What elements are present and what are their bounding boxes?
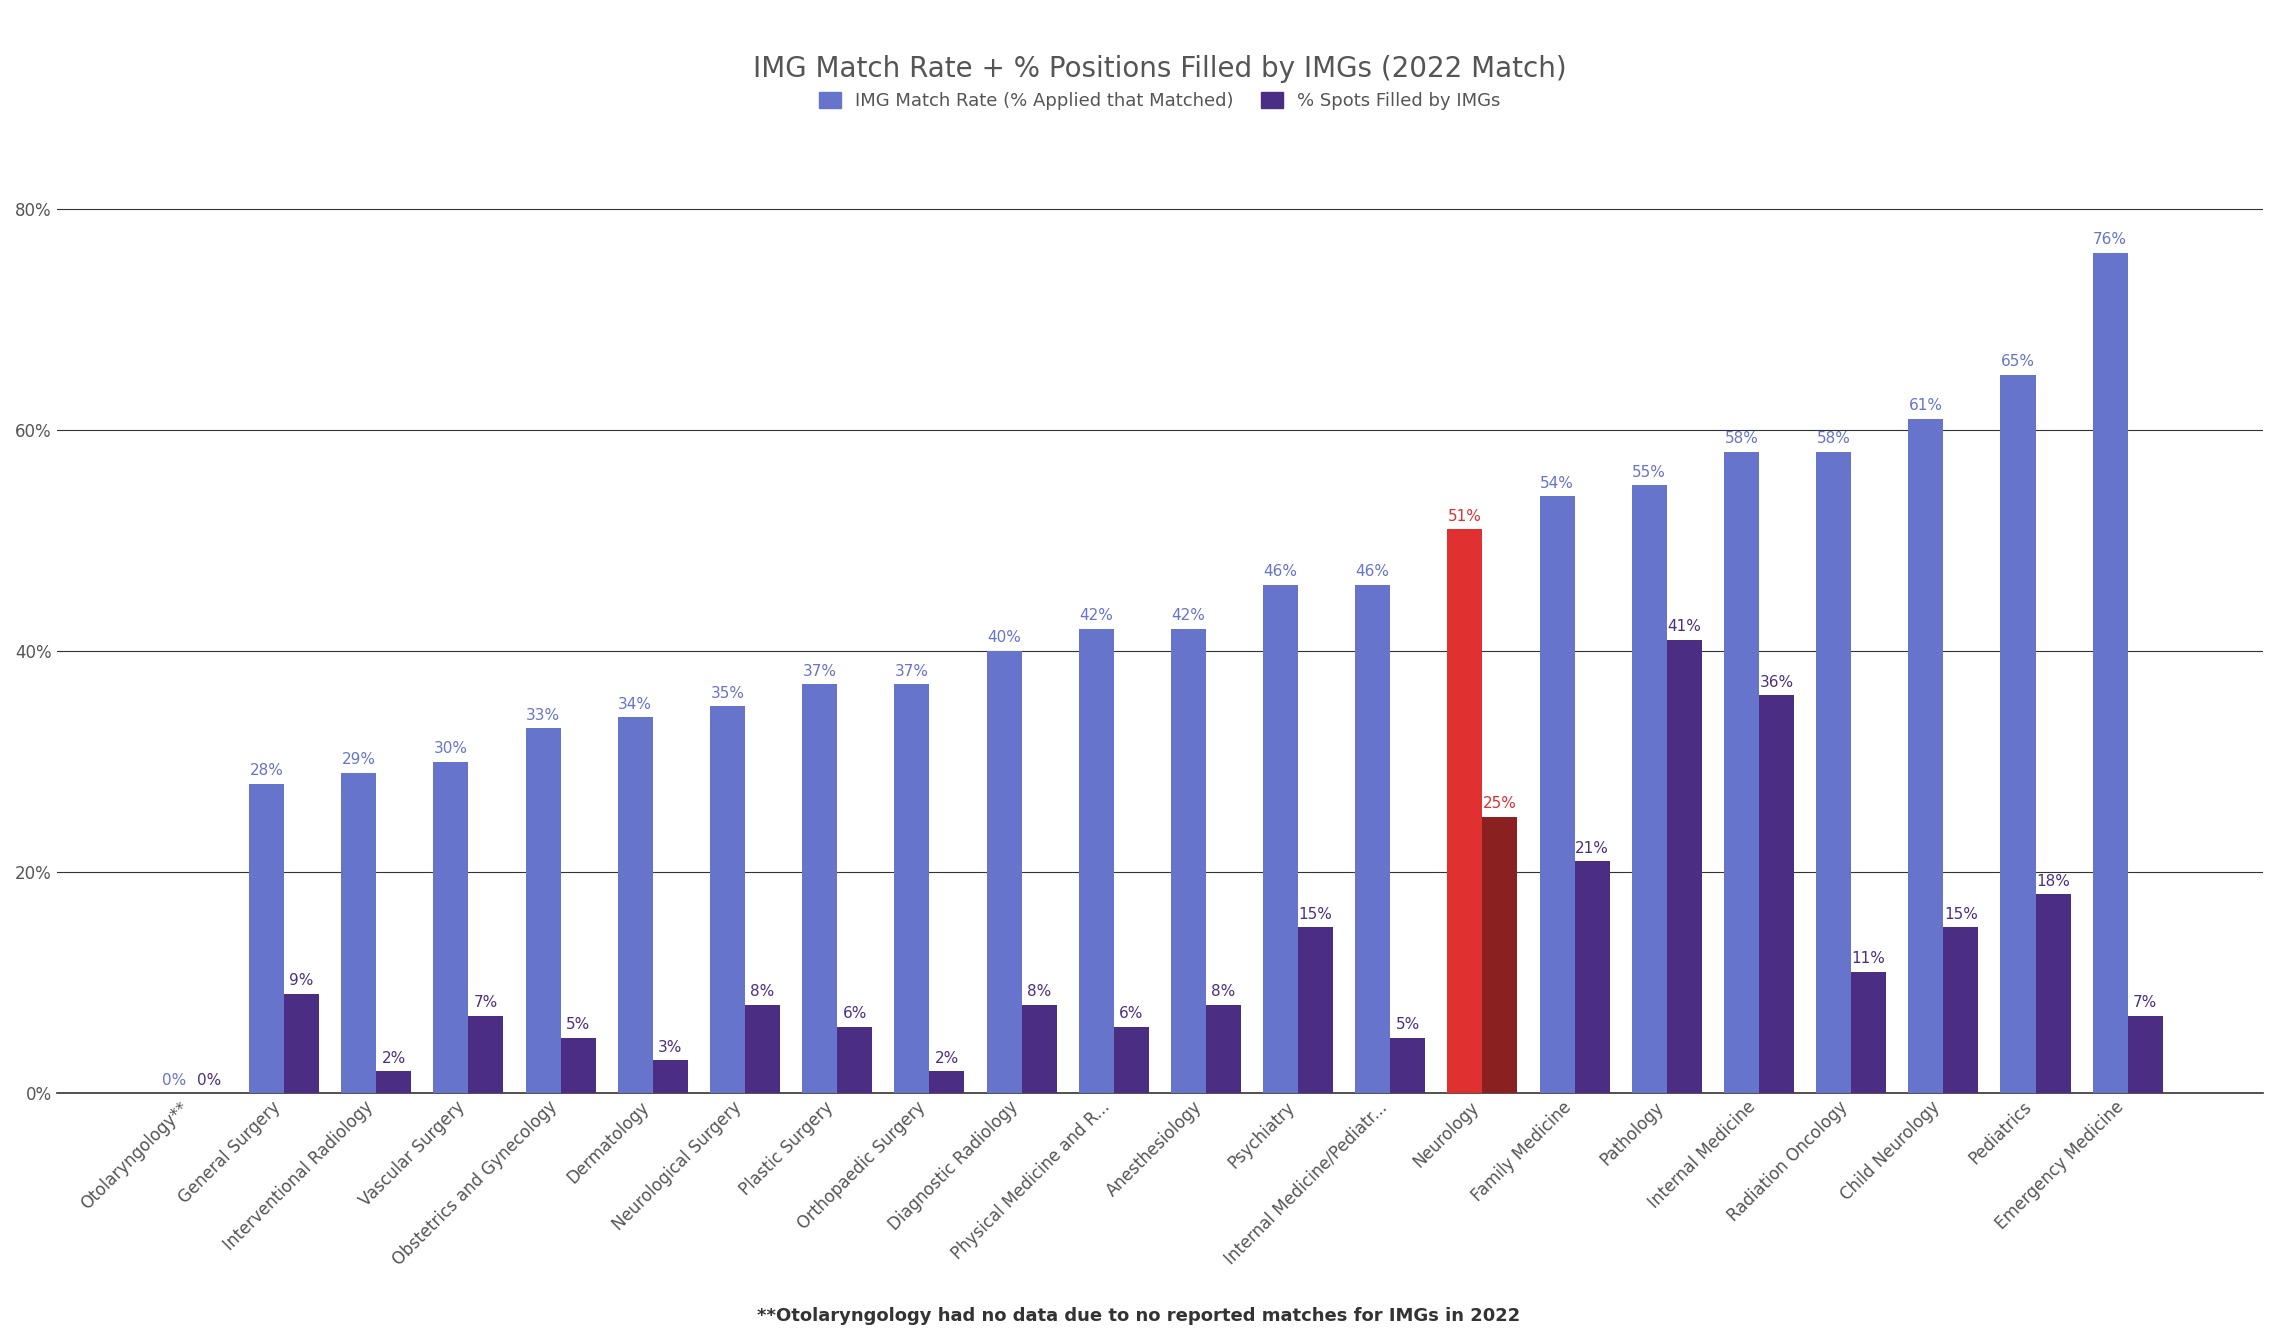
Text: 36%: 36%	[1759, 674, 1793, 689]
Text: 7%: 7%	[2132, 995, 2157, 1010]
Bar	[2093, 253, 2128, 1093]
Bar	[929, 1072, 964, 1093]
Text: 35%: 35%	[711, 686, 745, 701]
Bar	[560, 1038, 595, 1093]
Bar	[1390, 1038, 1426, 1093]
Bar	[1724, 452, 1759, 1093]
Text: 5%: 5%	[1396, 1017, 1419, 1033]
Text: 42%: 42%	[1171, 609, 1205, 624]
Text: 61%: 61%	[1909, 399, 1943, 413]
Text: 3%: 3%	[658, 1040, 683, 1054]
Text: 0%: 0%	[198, 1073, 221, 1088]
Bar	[745, 1005, 779, 1093]
Bar	[1574, 862, 1611, 1093]
Bar	[711, 706, 745, 1093]
Title: IMG Match Rate + % Positions Filled by IMGs (2022 Match): IMG Match Rate + % Positions Filled by I…	[754, 55, 1567, 83]
Text: 28%: 28%	[251, 763, 282, 779]
Bar	[617, 717, 654, 1093]
Text: 55%: 55%	[1633, 464, 1665, 479]
Bar	[2037, 894, 2071, 1093]
Text: 40%: 40%	[986, 630, 1021, 645]
Bar	[1540, 496, 1574, 1093]
Text: 29%: 29%	[342, 752, 376, 767]
Bar	[285, 994, 319, 1093]
Bar	[1114, 1026, 1148, 1093]
Bar	[1205, 1005, 1242, 1093]
Text: 25%: 25%	[1483, 796, 1517, 811]
Bar	[654, 1060, 688, 1093]
Bar	[469, 1016, 503, 1093]
Bar	[1483, 818, 1517, 1093]
Text: 7%: 7%	[474, 995, 499, 1010]
Bar	[802, 684, 838, 1093]
Bar	[1816, 452, 1852, 1093]
Text: 2%: 2%	[934, 1050, 959, 1065]
Bar	[1852, 971, 1886, 1093]
Text: 0%: 0%	[162, 1073, 187, 1088]
Text: 33%: 33%	[526, 708, 560, 723]
Text: 6%: 6%	[1118, 1006, 1144, 1021]
Bar	[1298, 927, 1333, 1093]
Text: 6%: 6%	[843, 1006, 868, 1021]
Text: 11%: 11%	[1852, 951, 1886, 966]
Bar	[1021, 1005, 1057, 1093]
Text: 8%: 8%	[749, 985, 775, 999]
Text: 8%: 8%	[1212, 985, 1235, 999]
Text: 9%: 9%	[289, 973, 314, 989]
Text: 15%: 15%	[1298, 907, 1333, 922]
Text: 34%: 34%	[617, 697, 652, 712]
Bar	[248, 784, 285, 1093]
Bar	[895, 684, 929, 1093]
Bar	[376, 1072, 412, 1093]
Bar	[526, 728, 560, 1093]
Bar	[986, 652, 1021, 1093]
Text: 76%: 76%	[2093, 233, 2128, 248]
Text: 21%: 21%	[1574, 840, 1608, 855]
Text: 18%: 18%	[2037, 874, 2071, 888]
Legend: IMG Match Rate (% Applied that Matched), % Spots Filled by IMGs: IMG Match Rate (% Applied that Matched),…	[811, 83, 1510, 119]
Text: 37%: 37%	[895, 664, 929, 678]
Bar	[1667, 640, 1702, 1093]
Text: 51%: 51%	[1449, 508, 1483, 524]
Text: 30%: 30%	[433, 741, 467, 756]
Bar	[2000, 375, 2037, 1093]
Bar	[1080, 629, 1114, 1093]
Text: 2%: 2%	[383, 1050, 405, 1065]
Text: 8%: 8%	[1027, 985, 1050, 999]
Text: 54%: 54%	[1540, 476, 1574, 491]
Bar	[1355, 585, 1390, 1093]
Text: 58%: 58%	[1816, 431, 1850, 447]
Bar	[838, 1026, 872, 1093]
Bar	[1262, 585, 1298, 1093]
Bar	[2128, 1016, 2162, 1093]
Text: 15%: 15%	[1943, 907, 1977, 922]
Text: 42%: 42%	[1080, 609, 1114, 624]
Text: 58%: 58%	[1724, 431, 1759, 447]
Text: 5%: 5%	[565, 1017, 590, 1033]
Text: 65%: 65%	[2000, 355, 2034, 369]
Bar	[1447, 530, 1483, 1093]
Text: 46%: 46%	[1355, 565, 1390, 579]
Bar	[1909, 419, 1943, 1093]
Bar	[342, 772, 376, 1093]
Bar	[1943, 927, 1977, 1093]
Text: **Otolaryngology had no data due to no reported matches for IMGs in 2022: **Otolaryngology had no data due to no r…	[756, 1307, 1522, 1325]
Bar	[1759, 696, 1795, 1093]
Bar	[433, 761, 469, 1093]
Bar	[1631, 486, 1667, 1093]
Bar	[1171, 629, 1205, 1093]
Text: 37%: 37%	[802, 664, 836, 678]
Text: 46%: 46%	[1264, 565, 1298, 579]
Text: 41%: 41%	[1667, 619, 1702, 634]
